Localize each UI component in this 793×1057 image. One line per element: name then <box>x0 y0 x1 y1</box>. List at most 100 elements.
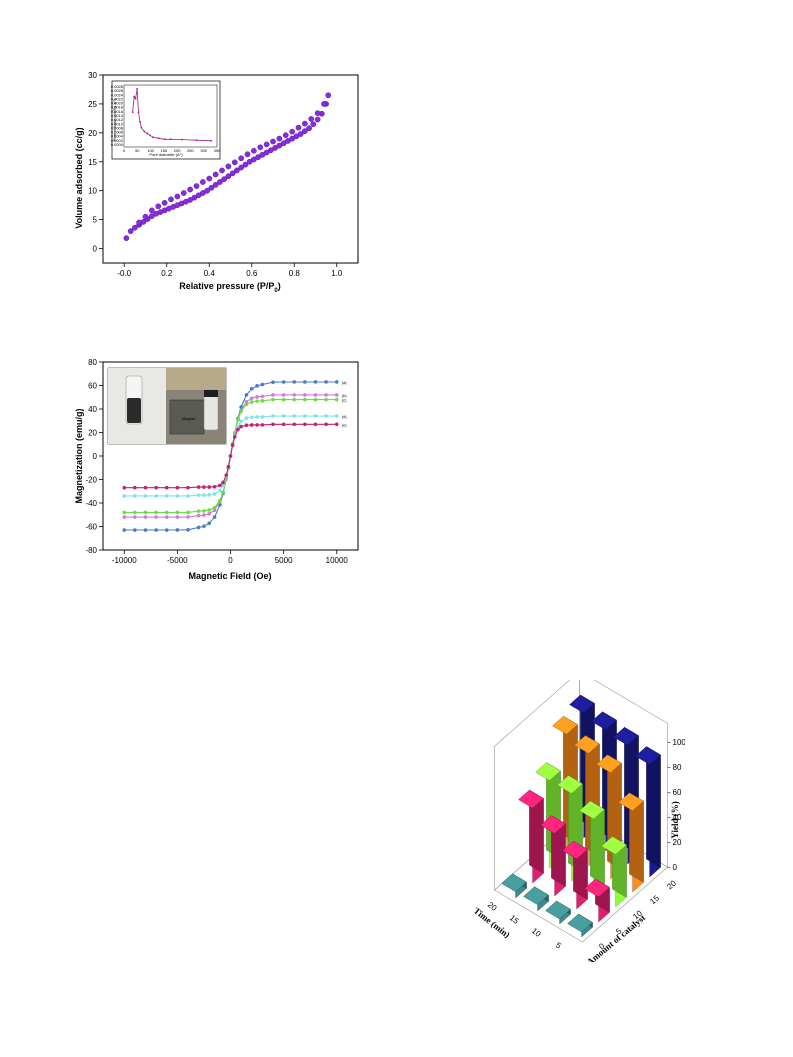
isotherm-point <box>212 171 219 178</box>
z-tick <box>667 841 671 844</box>
curve-point <box>133 528 137 532</box>
y-tick-label: 15 <box>508 913 521 926</box>
x-axis-label: Amount of catalyst <box>585 912 647 962</box>
bar <box>618 792 644 893</box>
curve-point <box>186 528 190 532</box>
inset-y-tick-label: 0.0022 <box>111 96 124 101</box>
bar <box>540 815 566 897</box>
curve-point <box>271 422 275 427</box>
series-label: (a) <box>342 380 348 385</box>
curve-point <box>236 427 240 432</box>
isotherm-point <box>251 147 257 154</box>
inset-y-tick-label: 0.0026 <box>111 88 124 93</box>
curve-point <box>143 515 148 519</box>
z-axis-label: Yield (%) <box>670 801 680 838</box>
x-tick-label: 0 <box>597 941 607 951</box>
curve-point <box>212 505 217 510</box>
bar <box>523 886 549 912</box>
curve-point <box>196 485 201 489</box>
curve-point <box>212 485 217 489</box>
y-tick-label: 15 <box>88 158 97 167</box>
curve-point <box>313 422 318 427</box>
isotherm-point <box>200 179 206 185</box>
y-tick-label: -40 <box>85 499 97 508</box>
curve-point <box>249 396 254 401</box>
isotherm-point <box>325 92 332 99</box>
curve-point <box>281 414 286 418</box>
curve-point <box>324 397 328 402</box>
curve-point <box>271 414 275 418</box>
inset-y-tick-label: 0.0016 <box>111 109 124 114</box>
bar <box>567 913 593 938</box>
inset-y-tick-label: 0.0000 <box>111 142 124 147</box>
isotherm-point <box>206 175 213 182</box>
curve-point <box>239 419 243 424</box>
isotherm-point <box>306 125 312 132</box>
isotherm-point <box>238 155 244 162</box>
curve-point <box>196 493 201 497</box>
curve-point <box>324 422 328 427</box>
y-tick-label: -20 <box>85 476 97 485</box>
curve-point <box>164 510 169 515</box>
z-tick <box>667 791 671 794</box>
curve-point <box>175 515 180 519</box>
curve-point <box>281 380 286 384</box>
y-tick-label: 20 <box>88 129 97 138</box>
y-tick-label: 0 <box>93 245 98 254</box>
curve-point <box>143 510 148 515</box>
curve-point <box>196 509 201 513</box>
curve-point <box>186 515 190 519</box>
z-tick <box>667 766 671 769</box>
curve-point <box>212 508 217 512</box>
z-tick-label: 60 <box>673 788 682 797</box>
z-tick-label: 0 <box>673 863 678 872</box>
inset-x-tick-label: 150 <box>161 148 168 153</box>
isotherm-point <box>302 128 308 134</box>
inset-x-tick-label: 50 <box>135 148 140 153</box>
curve-point <box>133 494 137 498</box>
inset-x-tick-label: 100 <box>147 148 154 153</box>
y-tick-label: 40 <box>88 405 97 414</box>
curve-point <box>244 416 249 420</box>
inset-point <box>181 138 184 141</box>
inset-point <box>146 132 149 135</box>
isotherm-point <box>310 121 317 128</box>
isotherm-point <box>276 135 283 142</box>
isotherm-point <box>289 128 295 135</box>
curve-point <box>122 510 127 515</box>
curve-point <box>236 424 240 429</box>
series-label: (e) <box>342 422 348 427</box>
curve-point <box>226 464 231 469</box>
isotherm-point <box>187 186 193 193</box>
curve-point <box>186 485 190 490</box>
series-label: (b) <box>342 393 348 398</box>
curve-point <box>249 400 254 404</box>
curve-point <box>202 485 206 489</box>
z-tick <box>667 741 671 744</box>
x-tick-label: 5000 <box>275 556 293 565</box>
curve-point <box>244 423 249 427</box>
y-axis-label: Magnetization (emu/g) <box>74 409 84 504</box>
isotherm-point <box>238 164 244 171</box>
inset-y-tick-label: 0.0024 <box>111 92 124 97</box>
isotherm-point <box>155 203 162 210</box>
photo-inset: Magnet <box>107 367 227 445</box>
curve-point <box>221 490 225 495</box>
curve-point <box>255 384 259 388</box>
curve-point <box>164 485 169 490</box>
curve-point <box>164 494 169 498</box>
y-tick-label: -60 <box>85 523 97 532</box>
isotherm-point <box>217 179 223 185</box>
isotherm-point <box>193 183 200 189</box>
z-tick-label: 80 <box>673 763 682 772</box>
inset-point <box>140 126 143 129</box>
inset-point <box>134 97 137 100</box>
curve-point <box>154 485 158 490</box>
curve-point <box>207 508 212 512</box>
curve-point <box>244 402 249 407</box>
plot-frame <box>102 74 359 264</box>
bar <box>545 900 571 925</box>
curve-point <box>175 485 180 490</box>
isotherm-point <box>180 190 187 196</box>
curve-point <box>207 511 212 516</box>
